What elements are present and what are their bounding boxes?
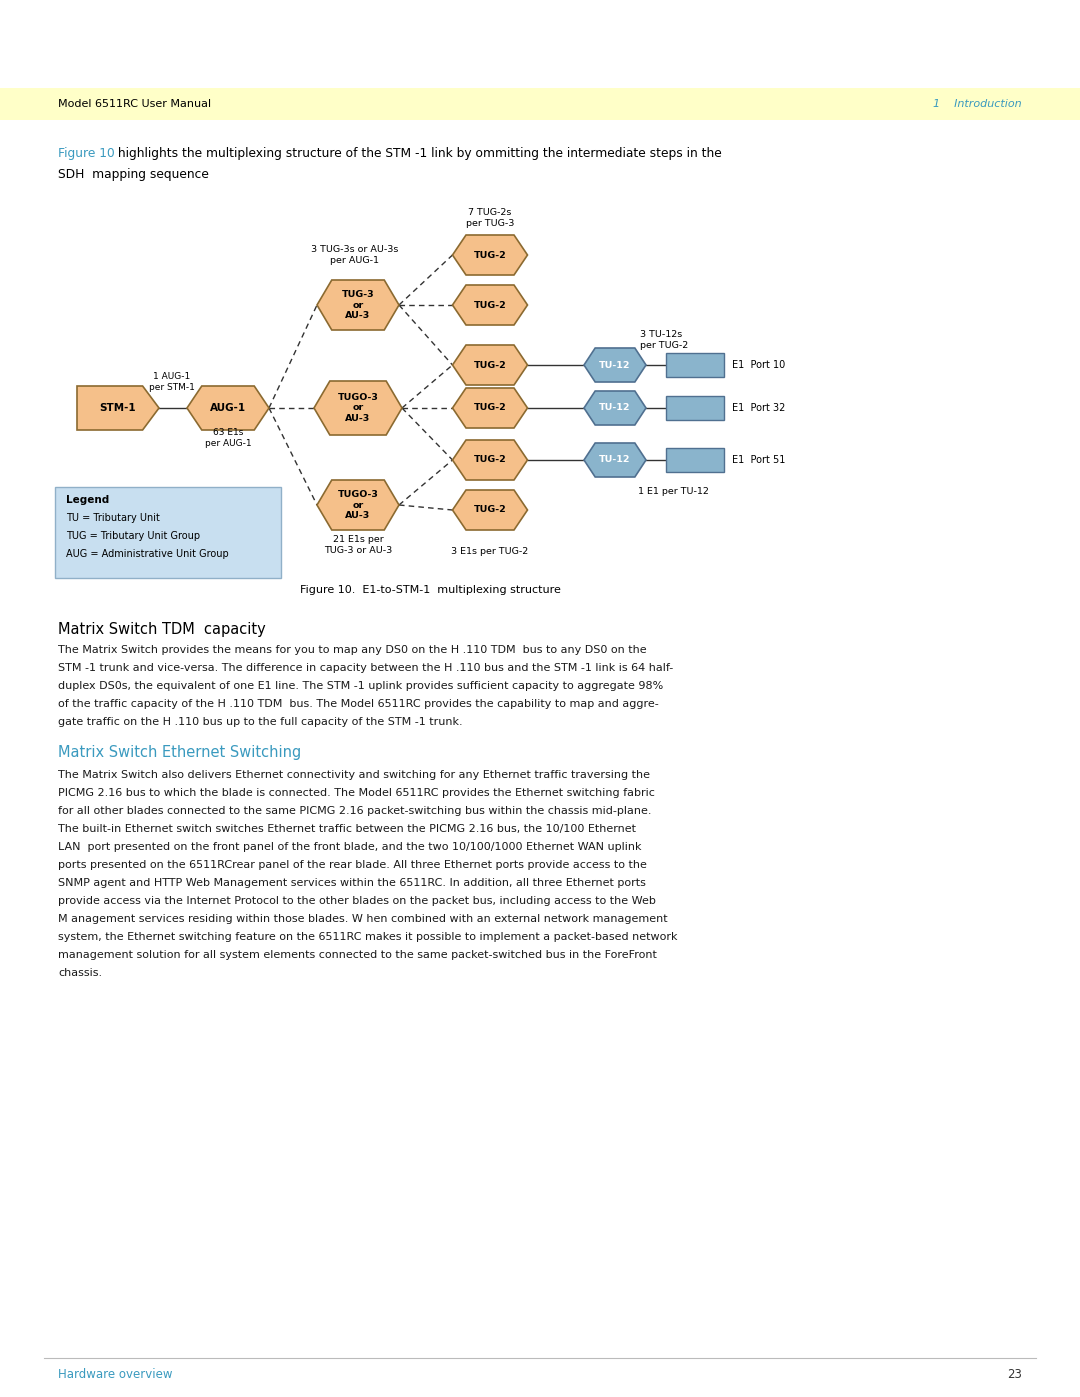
Text: TUG = Tributary Unit Group: TUG = Tributary Unit Group — [66, 531, 200, 541]
Text: TUG-2: TUG-2 — [474, 404, 507, 412]
Polygon shape — [77, 386, 159, 430]
Text: E1  Port 51: E1 Port 51 — [732, 455, 785, 465]
Polygon shape — [453, 235, 527, 275]
Polygon shape — [314, 381, 402, 434]
Text: The Matrix Switch also delivers Ethernet connectivity and switching for any Ethe: The Matrix Switch also delivers Ethernet… — [58, 770, 650, 780]
FancyBboxPatch shape — [666, 448, 724, 472]
Text: Figure 10: Figure 10 — [58, 147, 114, 161]
Text: system, the Ethernet switching feature on the 6511RC makes it possible to implem: system, the Ethernet switching feature o… — [58, 932, 677, 942]
Text: TUGO-3
or
AU-3: TUGO-3 or AU-3 — [338, 393, 378, 423]
Text: for all other blades connected to the same PICMG 2.16 packet-switching bus withi: for all other blades connected to the sa… — [58, 806, 651, 816]
Polygon shape — [453, 388, 527, 427]
Polygon shape — [453, 490, 527, 529]
Text: duplex DS0s, the equivalent of one E1 line. The STM -1 uplink provides sufficien: duplex DS0s, the equivalent of one E1 li… — [58, 680, 663, 692]
FancyBboxPatch shape — [0, 88, 1080, 120]
Text: Matrix Switch TDM  capacity: Matrix Switch TDM capacity — [58, 622, 266, 637]
Text: 23: 23 — [1008, 1369, 1022, 1382]
Polygon shape — [453, 345, 527, 386]
Text: TUG-2: TUG-2 — [474, 300, 507, 310]
Text: TUG-2: TUG-2 — [474, 360, 507, 369]
Text: ports presented on the 6511RCrear panel of the rear blade. All three Ethernet po: ports presented on the 6511RCrear panel … — [58, 861, 647, 870]
Text: management solution for all system elements connected to the same packet-switche: management solution for all system eleme… — [58, 950, 657, 960]
Text: STM-1: STM-1 — [99, 402, 136, 414]
Polygon shape — [318, 279, 399, 330]
Text: of the traffic capacity of the H .110 TDM  bus. The Model 6511RC provides the ca: of the traffic capacity of the H .110 TD… — [58, 698, 659, 710]
Text: 1 E1 per TU-12: 1 E1 per TU-12 — [638, 488, 708, 496]
Text: Model 6511RC User Manual: Model 6511RC User Manual — [58, 99, 211, 109]
Text: TUG-2: TUG-2 — [474, 455, 507, 464]
Text: 3 E1s per TUG-2: 3 E1s per TUG-2 — [451, 548, 528, 556]
Text: 63 E1s
per AUG-1: 63 E1s per AUG-1 — [205, 429, 252, 447]
Text: PICMG 2.16 bus to which the blade is connected. The Model 6511RC provides the Et: PICMG 2.16 bus to which the blade is con… — [58, 788, 654, 798]
Polygon shape — [584, 348, 646, 381]
Polygon shape — [187, 386, 269, 430]
Text: 3 TU-12s
per TUG-2: 3 TU-12s per TUG-2 — [640, 330, 688, 349]
Text: 1    Introduction: 1 Introduction — [933, 99, 1022, 109]
Text: 21 E1s per
TUG-3 or AU-3: 21 E1s per TUG-3 or AU-3 — [324, 535, 392, 555]
Text: E1  Port 10: E1 Port 10 — [732, 360, 785, 370]
FancyBboxPatch shape — [666, 395, 724, 420]
Text: TUG-2: TUG-2 — [474, 250, 507, 260]
Text: E1  Port 32: E1 Port 32 — [732, 402, 785, 414]
Text: M anagement services residing within those blades. W hen combined with an extern: M anagement services residing within tho… — [58, 914, 667, 923]
Text: TUG-2: TUG-2 — [474, 506, 507, 514]
FancyBboxPatch shape — [666, 353, 724, 377]
Text: TU-12: TU-12 — [599, 404, 631, 412]
Text: TU-12: TU-12 — [599, 360, 631, 369]
Text: STM -1 trunk and vice-versa. The difference in capacity between the H .110 bus a: STM -1 trunk and vice-versa. The differe… — [58, 664, 673, 673]
Text: gate traffic on the H .110 bus up to the full capacity of the STM -1 trunk.: gate traffic on the H .110 bus up to the… — [58, 717, 462, 726]
Text: TUGO-3
or
AU-3: TUGO-3 or AU-3 — [338, 490, 378, 520]
Text: TU = Tributary Unit: TU = Tributary Unit — [66, 513, 160, 522]
Polygon shape — [453, 285, 527, 326]
Text: SDH  mapping sequence: SDH mapping sequence — [58, 168, 208, 182]
Text: Hardware overview: Hardware overview — [58, 1369, 173, 1382]
Text: 3 TUG-3s or AU-3s
per AUG-1: 3 TUG-3s or AU-3s per AUG-1 — [311, 246, 399, 264]
Text: Figure 10.  E1-to-STM-1  multiplexing structure: Figure 10. E1-to-STM-1 multiplexing stru… — [299, 585, 561, 595]
Polygon shape — [453, 440, 527, 481]
Text: 1 AUG-1
per STM-1: 1 AUG-1 per STM-1 — [149, 372, 194, 391]
Text: provide access via the Internet Protocol to the other blades on the packet bus, : provide access via the Internet Protocol… — [58, 895, 656, 907]
Text: TU-12: TU-12 — [599, 455, 631, 464]
FancyBboxPatch shape — [55, 488, 281, 578]
Text: highlights the multiplexing structure of the STM -1 link by ommitting the interm: highlights the multiplexing structure of… — [114, 147, 721, 161]
Text: LAN  port presented on the front panel of the front blade, and the two 10/100/10: LAN port presented on the front panel of… — [58, 842, 642, 852]
Text: Matrix Switch Ethernet Switching: Matrix Switch Ethernet Switching — [58, 745, 301, 760]
Text: The built-in Ethernet switch switches Ethernet traffic between the PICMG 2.16 bu: The built-in Ethernet switch switches Et… — [58, 824, 636, 834]
Text: chassis.: chassis. — [58, 968, 103, 978]
Text: Legend: Legend — [66, 495, 109, 504]
Text: The Matrix Switch provides the means for you to map any DS0 on the H .110 TDM  b: The Matrix Switch provides the means for… — [58, 645, 647, 655]
Text: TUG-3
or
AU-3: TUG-3 or AU-3 — [341, 291, 375, 320]
Text: SNMP agent and HTTP Web Management services within the 6511RC. In addition, all : SNMP agent and HTTP Web Management servi… — [58, 877, 646, 888]
Polygon shape — [584, 443, 646, 476]
Text: AUG = Administrative Unit Group: AUG = Administrative Unit Group — [66, 549, 229, 559]
Polygon shape — [584, 391, 646, 425]
Polygon shape — [318, 481, 399, 529]
Text: AUG-1: AUG-1 — [210, 402, 246, 414]
Text: 7 TUG-2s
per TUG-3: 7 TUG-2s per TUG-3 — [465, 208, 514, 228]
